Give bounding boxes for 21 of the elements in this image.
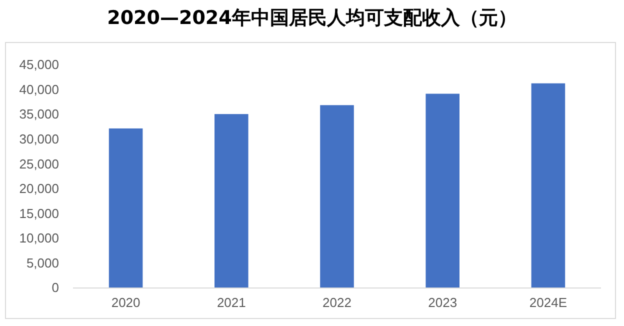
- y-tick-label: 10,000: [19, 230, 59, 246]
- bar: [320, 105, 354, 288]
- y-tick-label: 15,000: [19, 206, 59, 221]
- x-tick-label: 2022: [322, 295, 352, 310]
- y-tick-label: 5,000: [26, 255, 59, 270]
- y-tick-label: 0: [52, 280, 59, 296]
- y-tick-label: 30,000: [19, 131, 59, 146]
- y-tick-label: 45,000: [19, 57, 59, 72]
- bar: [426, 94, 460, 288]
- x-tick-label: 2020: [111, 295, 140, 310]
- y-tick-label: 35,000: [19, 106, 59, 122]
- y-tick-label: 20,000: [19, 181, 59, 196]
- x-tick-label: 2021: [216, 295, 246, 310]
- bar: [531, 83, 566, 288]
- y-tick-label: 40,000: [19, 82, 59, 97]
- y-tick-label: 25,000: [19, 156, 59, 172]
- bar: [214, 114, 248, 288]
- chart-title: 2020—2024年中国居民人均可支配收入（元）: [107, 7, 517, 29]
- x-tick-label: 2024E: [529, 295, 568, 310]
- bar: [108, 128, 143, 288]
- x-tick-label: 2023: [428, 295, 458, 310]
